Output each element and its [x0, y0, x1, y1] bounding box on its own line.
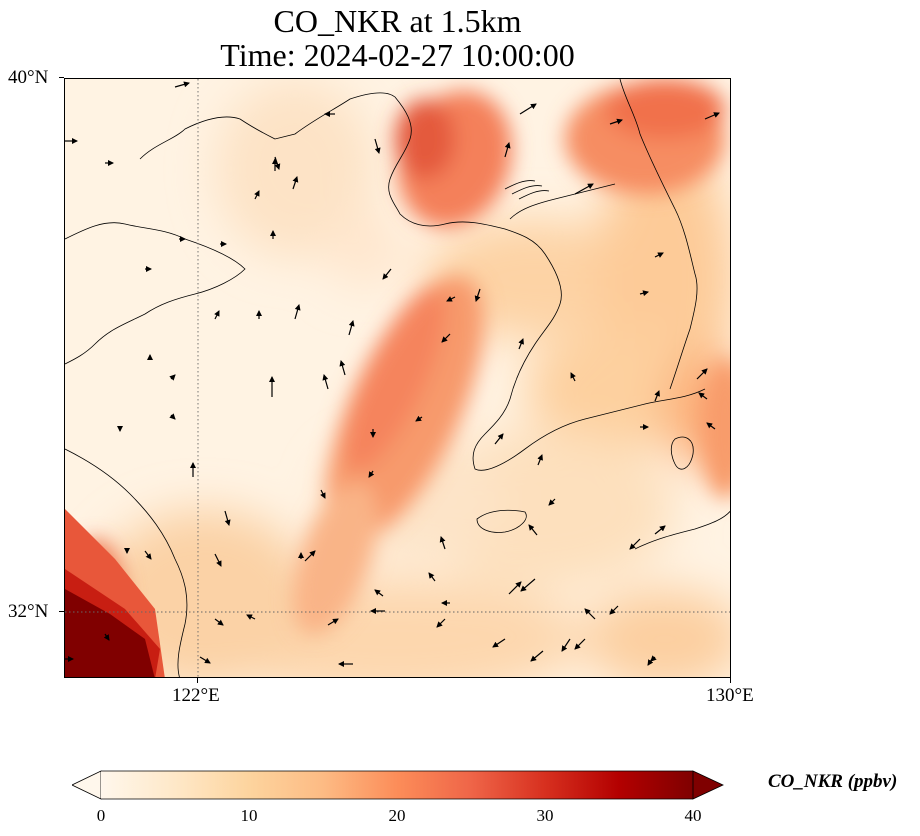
co-concentration-field — [65, 79, 730, 677]
lat-tickmark-40n — [59, 77, 64, 78]
wind-arrow — [374, 589, 384, 597]
lat-tick-40n: 40°N — [8, 67, 49, 88]
wind-arrow — [504, 142, 511, 158]
colorbar-tick-30: 30 — [536, 806, 554, 825]
lat-tick-32n: 32°N — [8, 601, 49, 622]
wind-arrow — [696, 368, 708, 380]
wind-arrow — [492, 638, 506, 648]
wind-arrow — [574, 183, 594, 195]
colorbar-extend-max — [692, 770, 724, 800]
wind-arrow — [294, 304, 301, 320]
colorbar-extend-min — [72, 770, 102, 800]
lon-tick-130e: 130°E — [706, 685, 754, 706]
coastlines — [65, 79, 730, 677]
wind-arrow — [494, 433, 504, 445]
map-panel[interactable] — [64, 78, 731, 678]
wind-arrow — [428, 572, 436, 582]
wind-arrow — [609, 118, 623, 125]
lon-tickmark-130e — [730, 678, 731, 683]
gridlines — [65, 79, 730, 677]
colorbar-label: CO_NKR (ppbv) — [768, 771, 898, 792]
wind-arrow — [561, 638, 571, 652]
wind-arrow — [654, 252, 664, 258]
wind-arrow — [548, 498, 556, 506]
wind-arrow — [382, 268, 392, 280]
wind-arrow — [224, 510, 231, 526]
lat-tickmark-32n — [59, 611, 64, 612]
wind-arrow — [530, 650, 544, 662]
wind-arrow — [574, 638, 586, 650]
wind-arrow — [144, 550, 152, 560]
wind-arrow — [436, 618, 446, 628]
lon-tick-122e: 122°E — [172, 685, 220, 706]
wind-arrow — [508, 581, 522, 595]
wind-arrow — [292, 176, 299, 190]
map-title: CO_NKR at 1.5km Time: 2024-02-27 10:00:0… — [64, 4, 731, 72]
map-canvas — [65, 79, 730, 677]
wind-arrow — [169, 374, 176, 381]
wind-arrow — [304, 550, 316, 562]
wind-arrow — [174, 81, 190, 88]
wind-arrow — [520, 578, 536, 592]
wind-arrow — [609, 605, 619, 615]
wind-arrow — [169, 413, 176, 420]
colorbar-gradient — [101, 771, 693, 799]
colorbar-tick-10: 10 — [240, 806, 258, 825]
title-line-time: Time: 2024-02-27 10:00:00 — [220, 37, 575, 73]
wind-arrow — [518, 338, 524, 350]
wind-arrow — [374, 138, 381, 154]
wind-arrow — [246, 614, 256, 620]
wind-arrow — [706, 422, 716, 430]
wind-arrow — [441, 333, 451, 343]
wind-arrow — [214, 310, 220, 320]
wind-arrow — [584, 608, 596, 620]
wind-arrow — [474, 288, 481, 302]
wind-arrow — [199, 656, 211, 664]
lon-tickmark-122e — [197, 678, 198, 683]
wind-arrow — [368, 470, 375, 478]
wind-arrow — [654, 525, 666, 535]
wind-arrow — [103, 633, 110, 641]
wind-arrow — [528, 524, 538, 536]
colorbar — [72, 770, 724, 800]
wind-arrow — [214, 553, 222, 567]
wind-arrow — [327, 618, 339, 626]
wind-arrow — [254, 190, 260, 200]
wind-arrow — [570, 372, 576, 382]
wind-arrow — [322, 374, 329, 390]
wind-arrow — [339, 360, 346, 376]
wind-arrow — [698, 392, 708, 400]
wind-arrow — [704, 112, 720, 120]
colorbar-tick-20: 20 — [388, 806, 406, 825]
wind-arrow — [348, 320, 355, 336]
wind-arrow — [639, 290, 649, 297]
wind-arrow — [654, 390, 660, 402]
wind-arrow — [519, 103, 537, 115]
wind-arrow — [415, 415, 423, 422]
wind-vectors — [65, 81, 720, 667]
wind-arrow — [647, 658, 654, 666]
wind-arrow — [214, 618, 224, 626]
colorbar-tick-40: 40 — [684, 806, 702, 825]
wind-arrow — [320, 489, 326, 499]
wind-arrow — [439, 536, 446, 550]
wind-arrow — [537, 454, 543, 466]
wind-arrow — [446, 296, 456, 302]
title-line-variable: CO_NKR at 1.5km — [273, 3, 522, 39]
colorbar-tick-0: 0 — [96, 806, 106, 825]
wind-arrow — [629, 538, 641, 550]
